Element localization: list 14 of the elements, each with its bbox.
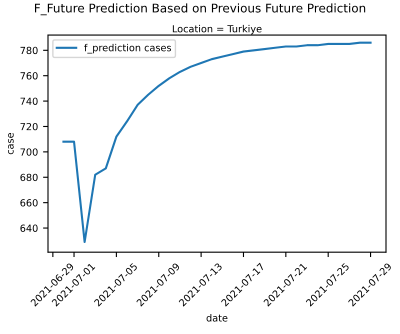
y-tick-label: 720: [20, 122, 38, 130]
y-tick-label: 700: [20, 148, 38, 156]
y-tick-label: 760: [20, 72, 38, 80]
chart-subtitle: Location = Turkiye: [172, 24, 262, 34]
line-series: [62, 42, 372, 244]
legend-label: f_prediction cases: [84, 44, 172, 54]
chart-title: F_Future Prediction Based on Previous Future Prediction: [34, 3, 366, 16]
y-tick-label: 660: [20, 199, 38, 206]
y-tick-label: 780: [20, 46, 38, 54]
x-axis-title: date: [206, 314, 228, 322]
y-tick-label: 740: [20, 98, 38, 105]
y-tick-label: 640: [20, 224, 38, 232]
y-axis-title: case: [8, 132, 14, 154]
y-tick-label: 680: [20, 174, 38, 182]
